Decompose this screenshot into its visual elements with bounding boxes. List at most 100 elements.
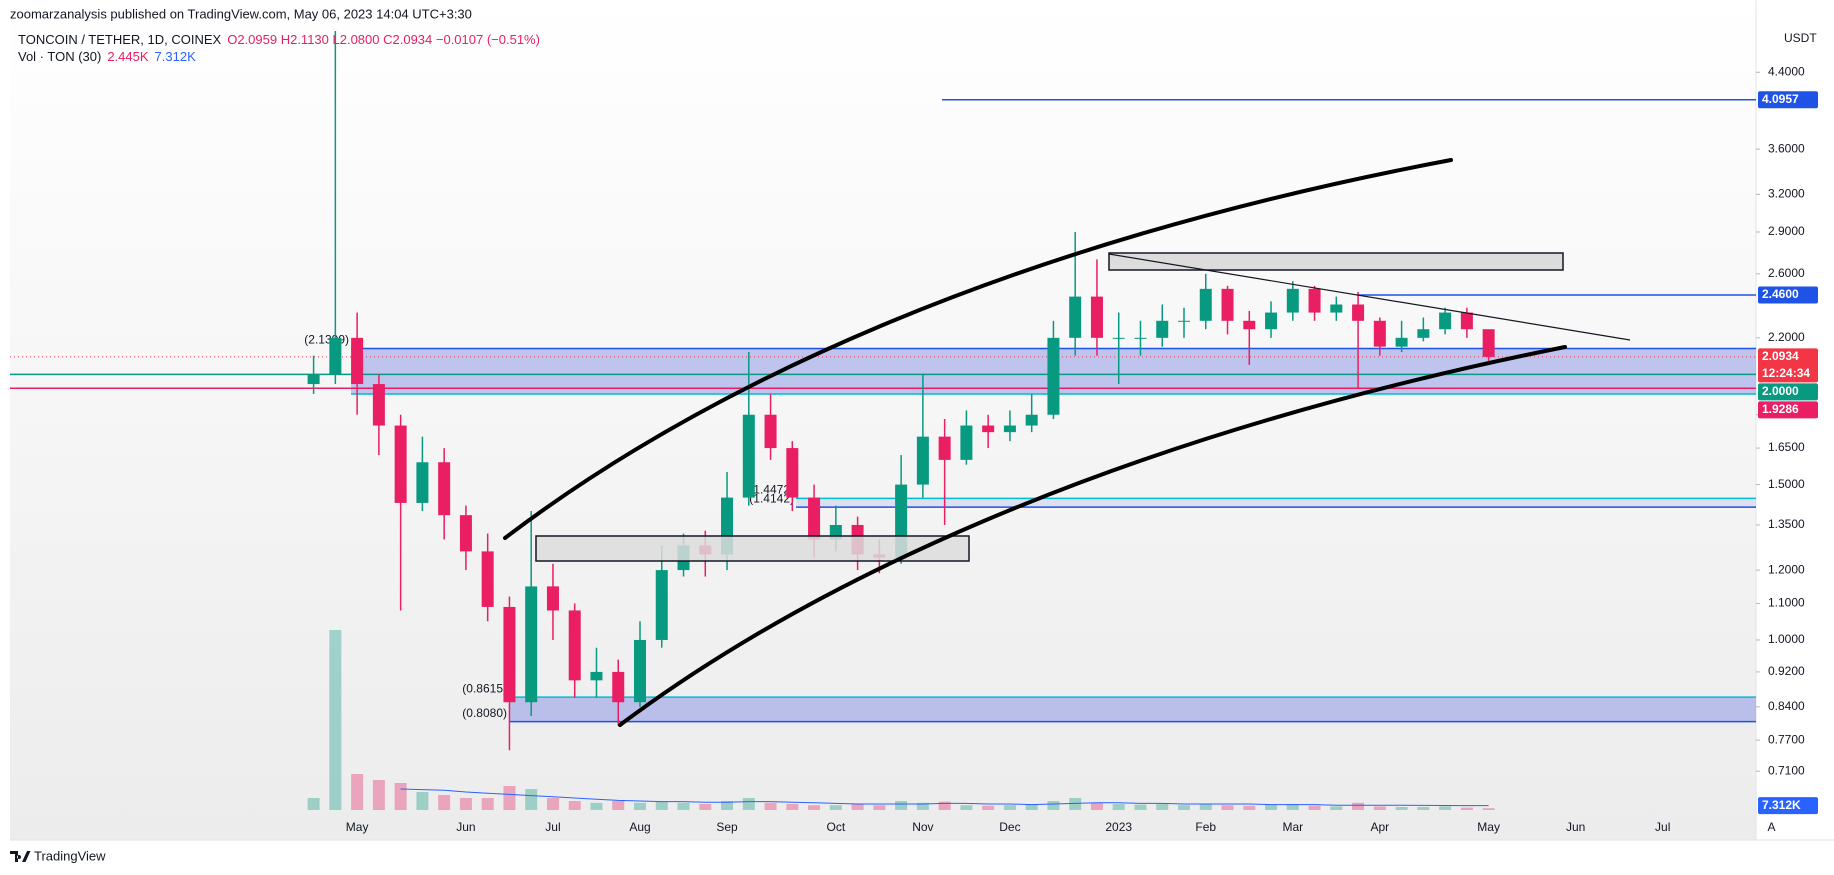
candle-body: [416, 462, 429, 503]
candle-body: [1417, 329, 1430, 338]
volume-bar: [1417, 807, 1430, 810]
candle-body: [1308, 288, 1321, 313]
volume-bar: [1221, 805, 1234, 810]
x-tick-label: Mar: [1282, 820, 1303, 834]
candle-body: [546, 586, 559, 611]
candle-body: [525, 586, 538, 703]
price-label: 2.4600: [1762, 287, 1799, 301]
plot-background: [10, 0, 1756, 840]
candle-body: [1265, 312, 1278, 330]
volume-bar: [459, 798, 472, 810]
price-label-box: [1758, 383, 1818, 401]
price-label: 4.0957: [1762, 92, 1799, 106]
volume-bar: [786, 804, 799, 810]
volume-bar: [742, 798, 755, 810]
candle-body: [1178, 320, 1190, 322]
price-label-box: [1758, 348, 1818, 383]
volume-bar: [1482, 808, 1495, 810]
volume-bar: [1156, 804, 1169, 810]
candle-body: [786, 448, 799, 498]
candle-body: [1352, 304, 1365, 321]
y-tick-label: 0.8400: [1768, 699, 1805, 713]
volume-bar: [1134, 804, 1147, 810]
x-tick-label: Aug: [629, 820, 650, 834]
candle-body: [438, 462, 451, 516]
volume-bar: [394, 783, 407, 810]
volume-bar: [1003, 805, 1016, 810]
volume-bar: [655, 801, 668, 810]
volume-bar: [438, 795, 451, 810]
price-labels: 4.0957 2.4600 2.0934 12:24:34 2.0000 1.9286 7.…: [1758, 91, 1818, 815]
x-tick-label: May: [346, 820, 369, 834]
candle-body: [481, 551, 494, 607]
volume-bar: [1090, 802, 1103, 810]
volume-title: Vol · TON (30): [18, 49, 101, 64]
volume-bar: [612, 801, 625, 810]
volume-bar: [938, 801, 951, 810]
candle-body: [1156, 320, 1169, 338]
gray-box: [1108, 252, 1564, 271]
candle-body: [459, 515, 472, 552]
x-tick-label: Jul: [545, 820, 560, 834]
candle-body: [1460, 312, 1473, 330]
volume-ma-value: 7.312K: [155, 49, 197, 64]
volume-bar: [916, 802, 929, 810]
candle-body: [351, 337, 364, 385]
volume-bar: [677, 802, 690, 810]
volume-bar: [1199, 804, 1212, 810]
candle-body: [1439, 312, 1452, 330]
volume-bar: [1243, 805, 1256, 810]
price-label-box: [1758, 91, 1818, 109]
price-axis: 4.40003.60003.20002.90002.60002.20001.80…: [1756, 64, 1805, 777]
x-tick-label: Jun: [1566, 820, 1585, 834]
volume-bar: [307, 798, 320, 810]
footer-brand: TradingView: [34, 848, 106, 863]
candle-body: [1003, 425, 1016, 433]
candle-body: [1286, 288, 1299, 313]
volume-bar: [503, 786, 516, 810]
volume-bar: [546, 798, 559, 810]
candle-body: [307, 374, 320, 385]
x-tick-label: Feb: [1195, 820, 1216, 834]
candle-body: [329, 337, 342, 375]
volume-bar: [1286, 804, 1299, 810]
volume-bar: [416, 792, 429, 810]
volume-bar: [1069, 798, 1082, 810]
candle-body: [1330, 304, 1343, 313]
level-label: (2.1399): [304, 333, 349, 347]
candle-body: [1243, 320, 1256, 330]
volume-bar: [481, 798, 494, 810]
y-tick-label: 2.6000: [1768, 266, 1805, 280]
volume-ma-line: [400, 788, 1489, 807]
zone: [509, 697, 1756, 722]
volume-bar: [1112, 804, 1125, 810]
volume-bar: [372, 780, 385, 810]
time-axis: May Jun Jul Aug Sep Oct Nov Dec 2023 Feb Mar Apr May…: [346, 820, 1776, 834]
candle-body: [372, 384, 385, 426]
candle-body: [634, 639, 646, 703]
price-label: 2.0000: [1762, 384, 1799, 398]
level-label: (1.4142): [749, 491, 794, 505]
volume-bar: [960, 805, 973, 810]
x-tick-label: A: [1768, 820, 1776, 834]
candle-body: [1373, 320, 1386, 347]
volume-bar: [1308, 805, 1321, 810]
level-label: (0.8615): [462, 681, 507, 695]
x-tick-label: May: [1477, 820, 1500, 834]
volume-bar: [525, 789, 538, 810]
candle-body: [1025, 414, 1038, 426]
candle-body: [1395, 337, 1408, 347]
x-tick-label: Jul: [1655, 820, 1670, 834]
volume-bar: [329, 630, 342, 810]
volume-bar: [829, 805, 842, 810]
x-tick-label: Apr: [1370, 820, 1389, 834]
x-tick-label: Jun: [456, 820, 475, 834]
y-tick-label: 4.4000: [1768, 64, 1805, 78]
y-tick-label: 3.2000: [1768, 186, 1805, 200]
y-tick-label: 1.1000: [1768, 596, 1805, 610]
candle-body: [1090, 296, 1103, 338]
y-tick-label: 2.2000: [1768, 330, 1805, 344]
zone: [796, 498, 1756, 508]
candle-body: [982, 425, 995, 433]
candle-body: [1047, 337, 1060, 415]
